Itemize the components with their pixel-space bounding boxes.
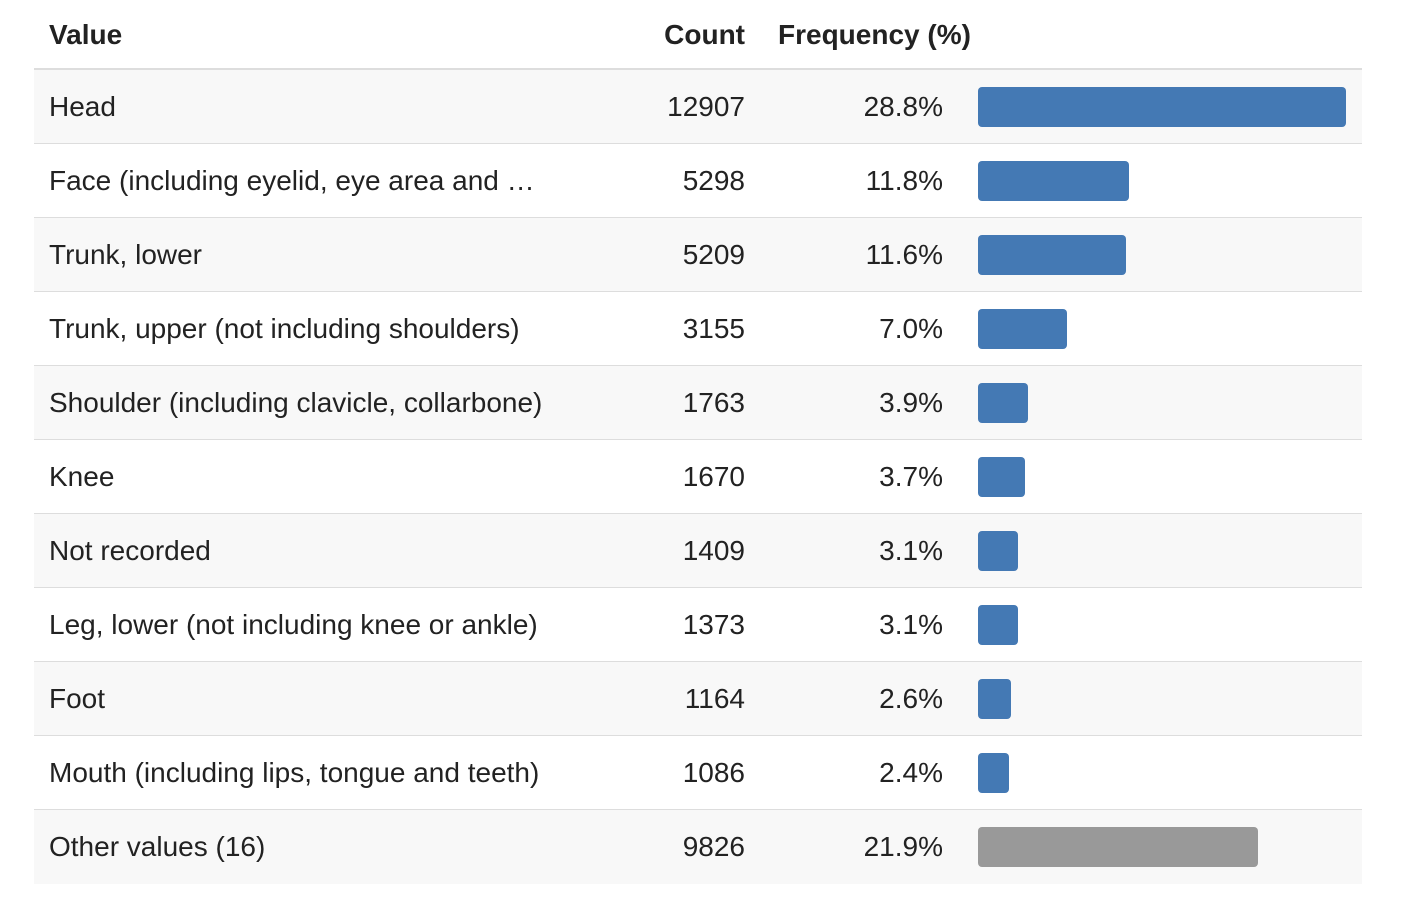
row-value-label: Other values (16) — [49, 831, 266, 862]
row-value-label: Foot — [49, 683, 106, 714]
row-frequency: 2.6% — [879, 683, 943, 714]
table-header: Value Count Frequency (%) — [34, 0, 1362, 70]
row-value-label: Knee — [49, 461, 115, 492]
frequency-bar — [978, 457, 1025, 497]
row-frequency: 3.1% — [879, 535, 943, 566]
row-frequency: 3.7% — [879, 461, 943, 492]
row-value-label: Trunk, upper (not including shoulders) — [49, 313, 520, 344]
frequency-bar — [978, 383, 1028, 423]
table-row: Mouth (including lips, tongue and teeth)… — [34, 736, 1362, 810]
table-row: Other values (16) 9826 21.9% — [34, 810, 1362, 884]
row-count: 1164 — [684, 683, 745, 714]
row-frequency: 11.6% — [865, 239, 943, 270]
table-body: Head 12907 28.8% Face (including eyelid, ey… — [34, 70, 1362, 884]
row-count: 9826 — [682, 831, 745, 862]
table-row: Knee 1670 3.7% — [34, 440, 1362, 514]
row-frequency: 7.0% — [879, 313, 943, 344]
table-row: Leg, lower (not including knee or ankle)… — [34, 588, 1362, 662]
row-count: 1086 — [682, 757, 745, 788]
row-frequency: 3.9% — [879, 387, 943, 418]
row-frequency: 2.4% — [879, 757, 943, 788]
table-row: Trunk, lower 5209 11.6% — [34, 218, 1362, 292]
row-value-label: Leg, lower (not including knee or ankle) — [49, 609, 538, 640]
row-value-label: Face (including eyelid, eye area and … — [49, 165, 535, 196]
row-count: 5209 — [682, 239, 745, 270]
table-row: Not recorded 1409 3.1% — [34, 514, 1362, 588]
row-count: 1763 — [682, 387, 745, 418]
row-value-label: Trunk, lower — [49, 239, 203, 270]
frequency-bar — [978, 161, 1129, 201]
header-frequency: Frequency (%) — [778, 19, 971, 50]
frequency-bar-other — [978, 827, 1258, 867]
row-value-label: Head — [49, 91, 116, 122]
row-value-label: Not recorded — [49, 535, 211, 566]
row-frequency: 28.8% — [863, 91, 943, 122]
row-count: 1409 — [682, 535, 745, 566]
table-row: Foot 1164 2.6% — [34, 662, 1362, 736]
row-count: 1670 — [682, 461, 745, 492]
row-count: 1373 — [682, 609, 745, 640]
frequency-bar — [978, 531, 1018, 571]
frequency-bar — [978, 87, 1346, 127]
row-frequency: 11.8% — [865, 165, 943, 196]
frequency-bar — [978, 235, 1126, 275]
table-row: Face (including eyelid, eye area and … 52… — [34, 144, 1362, 218]
frequency-bar — [978, 679, 1011, 719]
frequency-bar — [978, 753, 1009, 793]
header-count: Count — [664, 19, 745, 50]
table-row: Trunk, upper (not including shoulders) 31… — [34, 292, 1362, 366]
table-row: Head 12907 28.8% — [34, 70, 1362, 144]
row-value-label: Shoulder (including clavicle, collarbone… — [49, 387, 543, 418]
header-value: Value — [49, 19, 123, 50]
frequency-bar — [978, 309, 1067, 349]
row-value-label: Mouth (including lips, tongue and teeth) — [49, 757, 540, 788]
frequency-bar — [978, 605, 1018, 645]
row-frequency: 21.9% — [863, 831, 943, 862]
frequency-table: Value Count Frequency (%) Head 12907 28.8%… — [34, 0, 1362, 884]
row-count: 12907 — [667, 91, 745, 122]
row-count: 3155 — [682, 313, 745, 344]
table-row: Shoulder (including clavicle, collarbone… — [34, 366, 1362, 440]
row-count: 5298 — [682, 165, 745, 196]
row-frequency: 3.1% — [879, 609, 943, 640]
